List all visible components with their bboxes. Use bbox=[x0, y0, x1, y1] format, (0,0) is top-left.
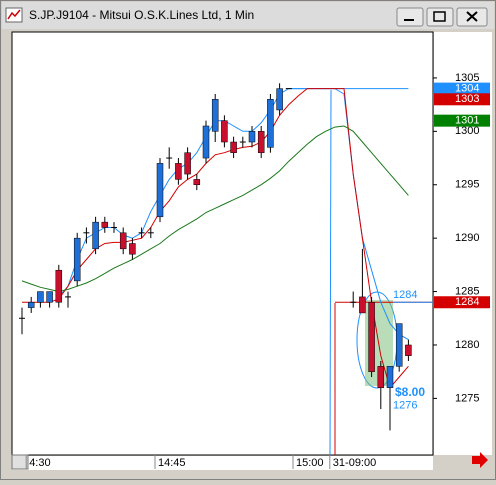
candle-body bbox=[248, 131, 256, 143]
candle-body bbox=[92, 221, 99, 250]
price-flag bbox=[434, 296, 490, 309]
candle-body bbox=[184, 152, 191, 175]
scroll-icon[interactable] bbox=[11, 454, 29, 470]
button-face[interactable] bbox=[396, 7, 424, 27]
candle-body bbox=[101, 221, 109, 228]
candle-body bbox=[230, 141, 237, 153]
button-glyph[interactable] bbox=[433, 11, 446, 22]
candle-body bbox=[37, 291, 44, 303]
scroll-right-arrow[interactable] bbox=[472, 452, 488, 468]
maximize-button[interactable] bbox=[426, 7, 454, 27]
y-tick-label: 1285 bbox=[455, 285, 479, 297]
moving-average-line bbox=[21, 125, 409, 293]
candle-body bbox=[156, 163, 164, 218]
candle-body bbox=[55, 269, 63, 303]
session-reset-line bbox=[329, 89, 332, 456]
x-tick-label: 14:45 bbox=[158, 457, 186, 469]
candle-body bbox=[276, 88, 283, 111]
price-flag bbox=[434, 93, 490, 106]
price-flag-label: 1284 bbox=[455, 296, 479, 308]
candle-body bbox=[377, 366, 385, 388]
measure-high-label: 1284 bbox=[393, 289, 417, 301]
candle-body bbox=[386, 366, 394, 388]
y-tick-label: 1290 bbox=[455, 232, 479, 244]
button-glyph[interactable] bbox=[466, 11, 478, 22]
close-button[interactable] bbox=[456, 7, 488, 27]
y-tick-label: 1300 bbox=[455, 125, 479, 137]
candle-body bbox=[257, 131, 265, 153]
candle-body bbox=[359, 296, 366, 314]
candle-body bbox=[129, 243, 136, 255]
price-flag-label: 1304 bbox=[455, 83, 479, 95]
candle-body bbox=[202, 125, 210, 159]
price-flag bbox=[434, 114, 490, 127]
candle-body bbox=[368, 302, 375, 372]
price-flag bbox=[434, 82, 490, 95]
minimize-button[interactable] bbox=[396, 7, 424, 27]
y-tick-label: 1295 bbox=[455, 179, 479, 191]
window-title: S.JP.J9104 - Mitsui O.S.K.Lines Ltd, 1 M… bbox=[29, 8, 254, 22]
candle-body bbox=[221, 120, 228, 143]
candle-body bbox=[193, 179, 201, 185]
measure-low-label: 1276 bbox=[393, 400, 417, 412]
measure-change-label: $8.00 bbox=[395, 385, 425, 399]
price-flag-label: 1303 bbox=[455, 93, 479, 105]
candle-body bbox=[73, 237, 81, 282]
x-tick-label: 15:00 bbox=[296, 457, 324, 469]
price-flag-label: 1301 bbox=[455, 115, 479, 127]
x-tick-label: 31-09:00 bbox=[333, 457, 376, 469]
y-tick-label: 1305 bbox=[455, 72, 479, 84]
x-tick-label: 4:30 bbox=[29, 457, 50, 469]
candle-body bbox=[46, 291, 53, 303]
window-icon-glyph bbox=[7, 9, 21, 20]
candle-body bbox=[119, 232, 127, 250]
moving-average-line bbox=[22, 88, 409, 389]
candle-body bbox=[267, 99, 274, 148]
time-axis bbox=[12, 456, 433, 470]
candle-body bbox=[175, 163, 182, 180]
y-tick-label: 1275 bbox=[455, 392, 479, 404]
candle-body bbox=[405, 344, 412, 356]
candle-body bbox=[211, 99, 219, 132]
button-face[interactable] bbox=[426, 7, 454, 27]
candle-body bbox=[27, 302, 35, 308]
candle-body bbox=[395, 323, 403, 367]
y-tick-label: 1280 bbox=[455, 339, 479, 351]
